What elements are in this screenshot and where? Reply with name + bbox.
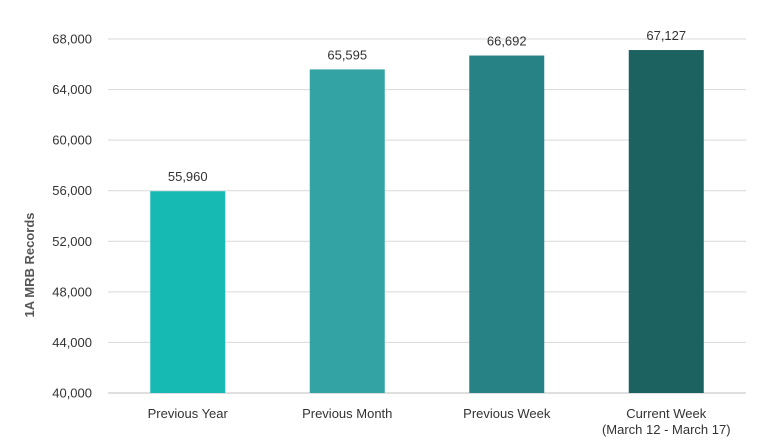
y-tick-label: 44,000 — [52, 335, 92, 350]
x-category-label: Previous Year — [148, 406, 229, 421]
y-tick-label: 68,000 — [52, 32, 92, 47]
y-tick-label: 40,000 — [52, 386, 92, 401]
y-tick-label: 52,000 — [52, 234, 92, 249]
x-category-label: Previous Month — [302, 406, 392, 421]
bar — [150, 191, 226, 393]
x-category-label: Previous Week — [463, 406, 551, 421]
bar — [628, 50, 704, 394]
x-axis-labels: Previous Year Previous Month Previous Week… — [148, 406, 731, 437]
bar-value-label: 55,960 — [168, 169, 208, 184]
y-tick-label: 56,000 — [52, 183, 92, 198]
y-tick-label: 60,000 — [52, 133, 92, 148]
bar-value-label: 67,127 — [646, 28, 686, 43]
bars — [150, 50, 704, 394]
y-tick-label: 64,000 — [52, 82, 92, 97]
x-category-label: Current Week — [626, 406, 706, 421]
y-tick-label: 48,000 — [52, 284, 92, 299]
bar-value-label: 66,692 — [487, 34, 527, 49]
x-category-label: (March 12 - March 17) — [602, 422, 731, 437]
y-axis-title: 1A MRB Records — [22, 213, 37, 318]
y-axis-ticks: 40,000 44,000 48,000 52,000 56,000 60,000 64,0… — [52, 32, 92, 401]
bar-value-label: 65,595 — [327, 47, 367, 62]
value-labels: 55,960 65,595 66,692 67,127 — [168, 28, 686, 184]
bar — [469, 55, 545, 393]
bar — [309, 69, 385, 394]
